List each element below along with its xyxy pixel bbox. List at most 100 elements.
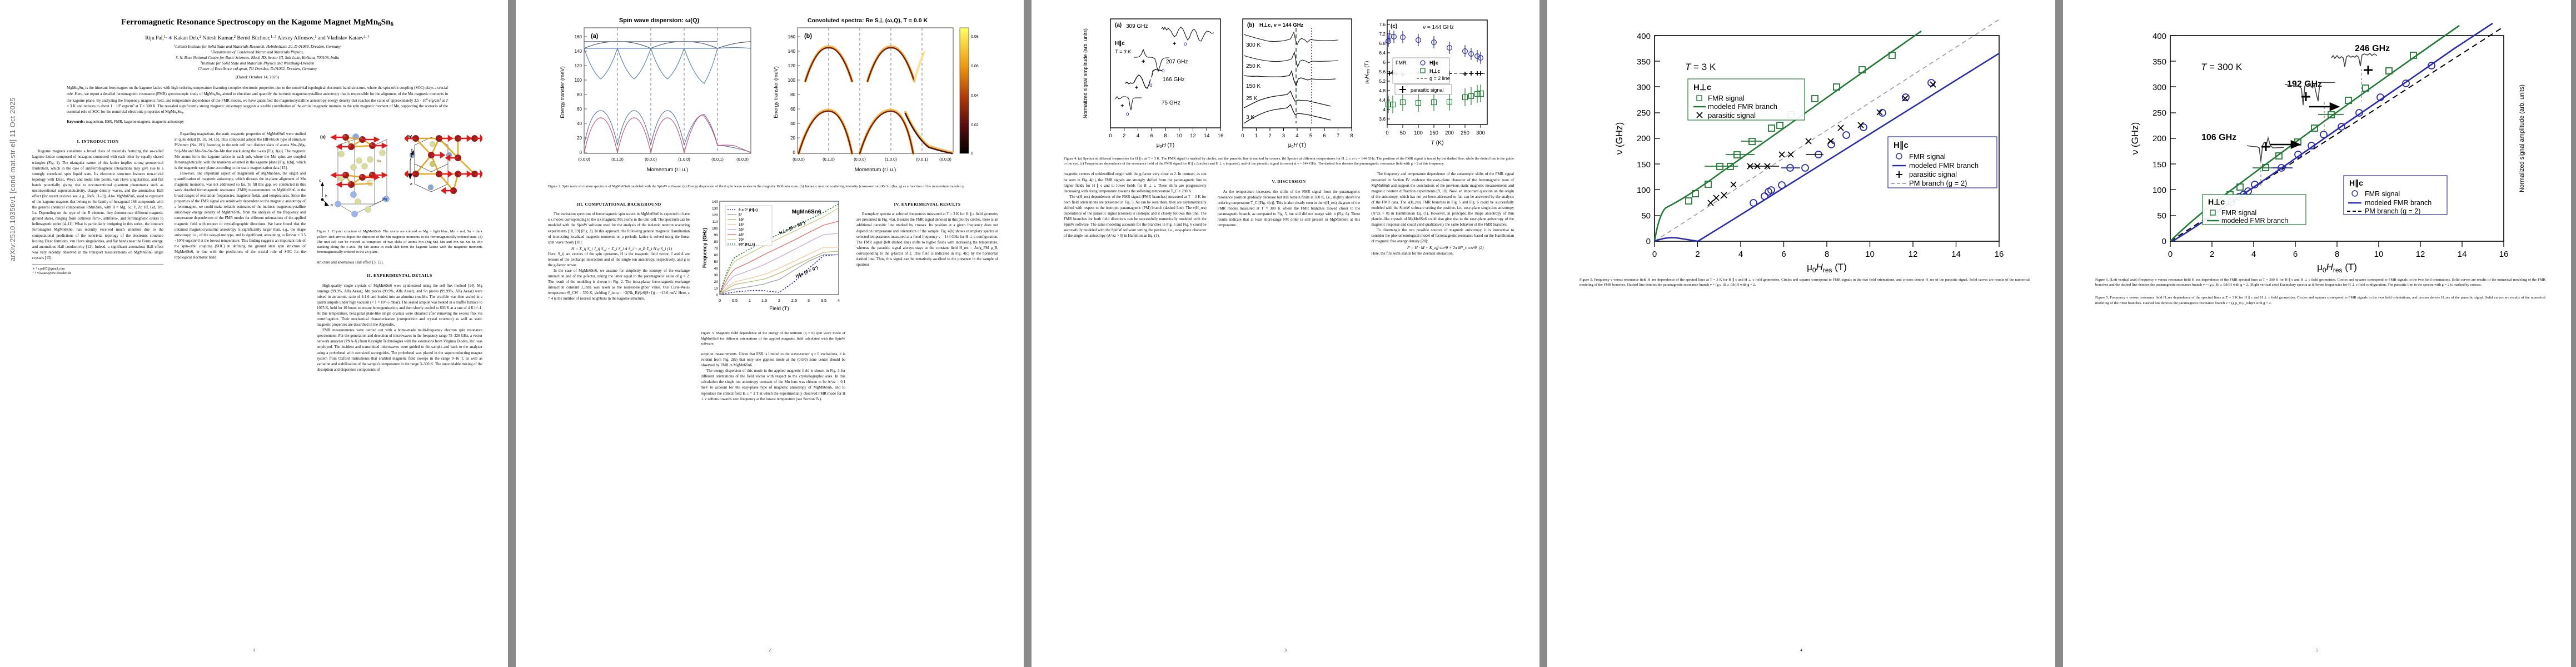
fig6-trace-192 xyxy=(2284,82,2336,106)
fig5-legend-par-3: PM branch (g = 2) xyxy=(1909,179,1967,187)
affiliation-2: 2Department of Condensed Matter and Mate… xyxy=(211,49,304,54)
fig4a-marker-plus-166: + xyxy=(1135,84,1138,91)
fig4b-title: H⊥c, ν = 144 GHz xyxy=(1259,22,1304,28)
fig6-ytick-8: 400 xyxy=(2153,32,2166,41)
page3-columns: magnetic centers of unidentified origin … xyxy=(1064,172,1514,256)
fig5-xlabel: μ0Hres (T) xyxy=(1807,262,1847,274)
label-a-axis: a xyxy=(331,203,333,207)
fig4c-xtick-0: 0 xyxy=(1386,130,1388,136)
svg-text:80: 80 xyxy=(714,240,719,244)
section-computational: III. COMPUTATIONAL BACKGROUND xyxy=(576,202,661,207)
fig5-legend-square-icon xyxy=(1696,95,1702,101)
footnotes: ∗ * r.pal07@gmail.com † † v.kataev@ifw-d… xyxy=(32,264,163,276)
fig4a-xtick-3: 6 xyxy=(1150,133,1153,139)
fig6-legend-par-0: FMR signal xyxy=(2365,190,2400,198)
chart-frequency-vs-resonance-field-3K: T = 3 K 400 350 300 250 200 150 100 50 0 xyxy=(1614,19,2004,274)
figure-1: (a) xyxy=(317,132,482,255)
figure-6: T = 300 K 400 350 300 250 200 150 100 50… xyxy=(2095,19,2545,287)
svg-text:0: 0 xyxy=(716,293,718,297)
figure-1-graphic: (a) xyxy=(317,132,482,226)
page-title: Ferromagnetic Resonance Spectroscopy on … xyxy=(121,17,393,28)
figure-3: MgMn6Sn6 140 130 120 110 100 90 80 70 60 50 40 3… xyxy=(701,195,845,346)
para-disc-c: Here, the first term stands for the Zeem… xyxy=(1371,251,1454,256)
fig5-modeled-par-branch xyxy=(1654,52,2000,242)
fig5-xtick-3: 6 xyxy=(1781,250,1786,259)
fig5-series-par xyxy=(1750,79,1935,207)
fig6-legend-perp-title: H⊥c xyxy=(2208,197,2225,206)
svg-text:80: 80 xyxy=(577,92,582,97)
fig4b-xtick-5: 5 xyxy=(1309,133,1312,139)
fig4c-ytick-4: 5.2 xyxy=(1379,78,1386,84)
fig6-inset-arrow-192 xyxy=(2309,102,2340,111)
fig2a-ylabel: Energy transfer (meV) xyxy=(560,66,566,118)
fig6-xtick-6: 12 xyxy=(2416,250,2425,259)
fig2b-xtick-0: (0,0,0) xyxy=(793,157,805,162)
fig2a-xtick-1: (0,1,0) xyxy=(611,157,624,162)
svg-text:0: 0 xyxy=(580,150,582,155)
chart-convoluted-spectra: Convoluted spectra: Re S⊥ (ω,Q), T = 0.0… xyxy=(773,17,979,173)
section-experimental-results: IV. EXPERIMENTAL RESULTS xyxy=(894,202,961,207)
fig5-xtick-4: 8 xyxy=(1825,250,1829,259)
column-3: IV. EXPERIMENTAL RESULTS Exemplary spect… xyxy=(856,195,998,402)
fig4c-ytick-9: 7.2 xyxy=(1379,31,1386,37)
fig4b-xtick-3: 3 xyxy=(1282,133,1285,139)
fig4c-ytick-7: 6.4 xyxy=(1379,50,1386,56)
fig4b-trace-25K xyxy=(1243,90,1331,108)
fig4c-series-hperpc xyxy=(1385,84,1484,113)
fig4b-xtick-2: 2 xyxy=(1268,133,1271,139)
affiliation-3b: Cluster of Excellence ctd.qmat, TU Dresd… xyxy=(197,67,317,72)
page-1: arXiv:2510.10356v1 [cond-mat.str-el] 11 … xyxy=(0,0,508,667)
figure-2-graphic: Spin wave dispersion: ω(Q) (a) 160 140 120… xyxy=(548,14,998,181)
column-1: I. INTRODUCTION Kagome magnets constitut… xyxy=(32,132,163,373)
fig5-legend-par-2: parasitic signal xyxy=(1909,170,1957,178)
fig4c-ytick-8: 6.8 xyxy=(1379,41,1386,46)
fig4b-label-250K: 250 K xyxy=(1246,63,1260,69)
fig2b-xtick-1: (0,1,0) xyxy=(823,157,835,162)
fig2b-xtick-4: (0,0,1) xyxy=(916,157,928,162)
fig6-inset-label-246: 246 GHz xyxy=(2355,44,2390,53)
para-structure-b: However, one important aspect of magneti… xyxy=(175,171,306,260)
para-disc-intro: As the temperature increases, the shifts… xyxy=(1217,190,1361,227)
fig6-legend-perp-1: modeled FMR branch xyxy=(2221,217,2288,225)
keywords-value: magnetism, ESR, FMR, kagome magnets, mag… xyxy=(86,120,184,125)
page2-columns: III. COMPUTATIONAL BACKGROUND The excita… xyxy=(548,195,998,402)
fig6-inset-label-106: 106 GHz xyxy=(2201,133,2236,142)
label-c-axis: c xyxy=(319,179,321,183)
fig5-pm-branch xyxy=(1654,19,2000,242)
para-comp-b: Here, S_ij are vectors of the spin opera… xyxy=(548,252,690,267)
figure-1-caption: Figure 1. Crystal structure of MgMn6Sn6.… xyxy=(317,230,482,255)
fig6-inset-plus-192 xyxy=(2301,92,2310,101)
fig4a-marker-plus-309: + xyxy=(1173,41,1176,47)
fig6-legend-perp-0: FMR signal xyxy=(2221,209,2256,217)
fig4b-xtick-8: 8 xyxy=(1350,133,1353,139)
svg-text:10: 10 xyxy=(714,287,719,291)
crystal-unit-cell: (a) xyxy=(319,133,390,218)
svg-text:100: 100 xyxy=(788,78,796,83)
para-absorption: sorption measurements. Given that ESR is… xyxy=(701,352,845,368)
arxiv-stamp: arXiv:2510.10356v1 [cond-mat.str-el] 11 … xyxy=(9,97,17,261)
fig3-xtick-3: 1.5 xyxy=(761,298,767,303)
sn-atom xyxy=(429,141,436,147)
fig4a-trace-line-166 xyxy=(1124,74,1151,89)
fig4c-legend-hparc: H∥c xyxy=(1429,60,1438,66)
svg-text:40: 40 xyxy=(714,267,719,271)
fig6-xtick-5: 10 xyxy=(2374,250,2384,259)
fig4c-ytick-5: 5.6 xyxy=(1379,69,1386,74)
fig4a-trace-75: 75 GHz xyxy=(1162,100,1180,106)
fig3-xtick-8: 4 xyxy=(838,298,840,303)
fig4b-xtick-0: 0 xyxy=(1241,133,1244,139)
fig5-legend-perp-2: parasitic signal xyxy=(1708,111,1756,120)
fig2a-title: Spin wave dispersion: ω(Q) xyxy=(619,17,700,24)
svg-text:120: 120 xyxy=(575,63,582,68)
fig5-legend-par-0: FMR signal xyxy=(1909,152,1946,161)
chart-spin-wave-dispersion: Spin wave dispersion: ω(Q) (a) 160 140 120… xyxy=(560,17,751,173)
svg-text:110: 110 xyxy=(712,220,718,224)
svg-text:60: 60 xyxy=(714,253,719,257)
fig2a-xtick-3: (1,0,0) xyxy=(678,157,690,162)
fig3-legend-4: 30° xyxy=(739,228,744,232)
fig4c-legend-title: FMR: xyxy=(1396,60,1408,66)
axis-triad-b: b a xyxy=(408,149,414,186)
fig4b-xtick-4: 4 xyxy=(1296,133,1298,139)
fig3-xtick-7: 3.5 xyxy=(821,298,826,303)
fig4c-title: ν = 144 GHz xyxy=(1423,24,1454,31)
